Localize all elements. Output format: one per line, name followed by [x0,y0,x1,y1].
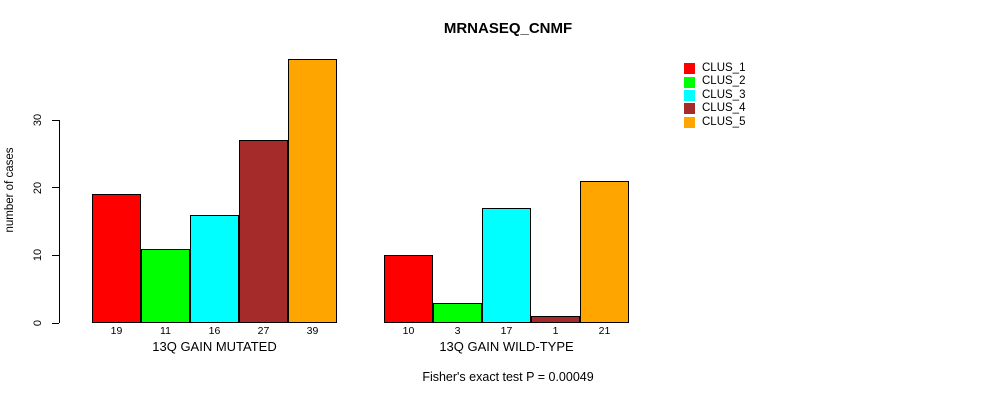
x-group-label: 13Q GAIN MUTATED [152,339,277,354]
bar-value-label: 19 [110,325,123,337]
chart-title: MRNASEQ_CNMF [443,20,573,37]
bar-value-label: 16 [208,325,221,337]
y-axis-tick-label: 20 [32,181,44,194]
legend-item-label: CLUS_1 [702,61,746,74]
bar-value-label: 3 [454,325,461,337]
y-axis-tick [52,119,59,121]
bar-value-label: 11 [160,325,171,337]
y-axis-tick [52,254,59,256]
bar-clus_3 [190,215,239,323]
bar-value-label: 17 [500,325,513,337]
bar-value-label: 1 [552,325,559,337]
y-axis-tick-label: 30 [32,113,44,127]
legend-item: CLUS_3 [684,89,745,102]
bar-clus_5 [288,59,337,323]
legend-item-label: CLUS_2 [702,75,746,88]
bar-clus_2 [141,249,190,323]
bar-value-label: 10 [402,325,415,337]
legend-swatch-clus_3 [684,89,695,101]
bar-clus_3 [482,208,531,323]
legend-swatch-clus_5 [684,116,695,128]
bar-value-label: 21 [598,325,611,337]
legend: CLUS_1 CLUS_2 CLUS_3 CLUS_4 CLUS_5 [684,62,745,129]
legend-swatch-clus_4 [684,103,695,115]
legend-item: CLUS_5 [684,116,745,129]
legend-swatch-clus_2 [684,76,695,88]
legend-swatch-clus_1 [684,63,695,75]
legend-item-label: CLUS_5 [702,115,746,128]
x-group-label: 13Q GAIN WILD-TYPE [439,339,574,354]
y-axis-tick [52,187,59,189]
bar-clus_4 [239,140,288,323]
bar-clus_1 [92,194,141,323]
bar-clus_4 [531,316,580,323]
bar-value-label: 27 [257,325,270,337]
bar-value-label: 39 [306,325,319,337]
y-axis-tick-label: 10 [32,249,44,262]
legend-item: CLUS_4 [684,102,745,115]
legend-item-label: CLUS_4 [702,102,746,115]
bar-clus_1 [384,255,433,323]
legend-item: CLUS_2 [684,75,745,88]
legend-item: CLUS_1 [684,62,745,75]
legend-item-label: CLUS_3 [702,88,746,101]
y-axis-tick [52,322,59,324]
fisher-test-caption: Fisher's exact test P = 0.00049 [422,370,594,384]
bar-clus_2 [433,303,482,323]
y-axis-tick-label: 0 [32,319,44,327]
bar-clus_5 [580,181,629,323]
y-axis-line [59,120,60,323]
